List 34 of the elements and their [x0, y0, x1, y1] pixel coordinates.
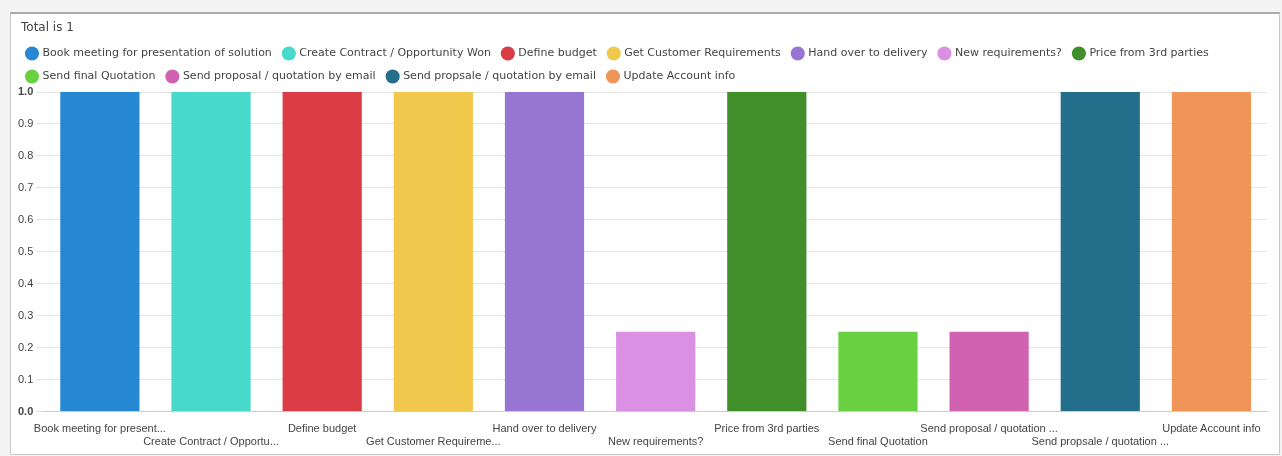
legend-label: Create Contract / Opportunity Won — [299, 46, 491, 60]
legend-label: Price from 3rd parties — [1089, 46, 1210, 60]
x-tick-label: New requirements? — [607, 435, 704, 448]
x-tick-label: Update Account info — [1162, 422, 1261, 435]
x-tick-label: Send propsale / quotation ... — [1031, 435, 1170, 448]
legend-label: Get Customer Requirements — [624, 46, 782, 60]
y-tick-label: 0.4 — [17, 276, 34, 289]
y-tick-label: 1.0 — [17, 85, 34, 98]
y-tick-label: 0.5 — [17, 244, 34, 257]
x-tick-label: Price from 3rd parties — [714, 422, 820, 435]
x-tick-label: Get Customer Requireme... — [366, 435, 501, 448]
legend-label: New requirements? — [954, 46, 1063, 60]
chart-title: Total is 1 — [21, 20, 74, 34]
x-tick-label: Create Contract / Opportu... — [143, 435, 279, 448]
y-tick-label: 0.2 — [17, 340, 34, 353]
y-tick-label: 0.1 — [17, 372, 34, 385]
legend-label: Update Account info — [623, 69, 736, 83]
y-tick-label: 0.7 — [17, 180, 34, 193]
x-tick-label: Define budget — [287, 422, 357, 435]
y-tick-label: 0.3 — [17, 308, 34, 321]
legend-label: Define budget — [518, 46, 598, 60]
y-tick-label: 0.8 — [17, 148, 34, 161]
legend-label: Book meeting for presentation of solution — [42, 46, 272, 60]
legend-label: Send final Quotation — [42, 69, 156, 83]
x-tick-label: Send proposal / quotation ... — [920, 422, 1058, 435]
legend-label: Hand over to delivery — [808, 46, 928, 60]
y-tick-label: 0.6 — [17, 212, 34, 225]
legend-label: Send propsale / quotation by email — [403, 69, 596, 83]
x-tick-label: Send final Quotation — [828, 435, 928, 448]
y-tick-label: 0.0 — [17, 404, 34, 417]
legend-label: Send proposal / quotation by email — [182, 69, 376, 83]
y-tick-label: 0.9 — [17, 116, 34, 129]
x-tick-label: Book meeting for present... — [33, 422, 166, 435]
x-tick-label: Hand over to delivery — [492, 422, 597, 435]
